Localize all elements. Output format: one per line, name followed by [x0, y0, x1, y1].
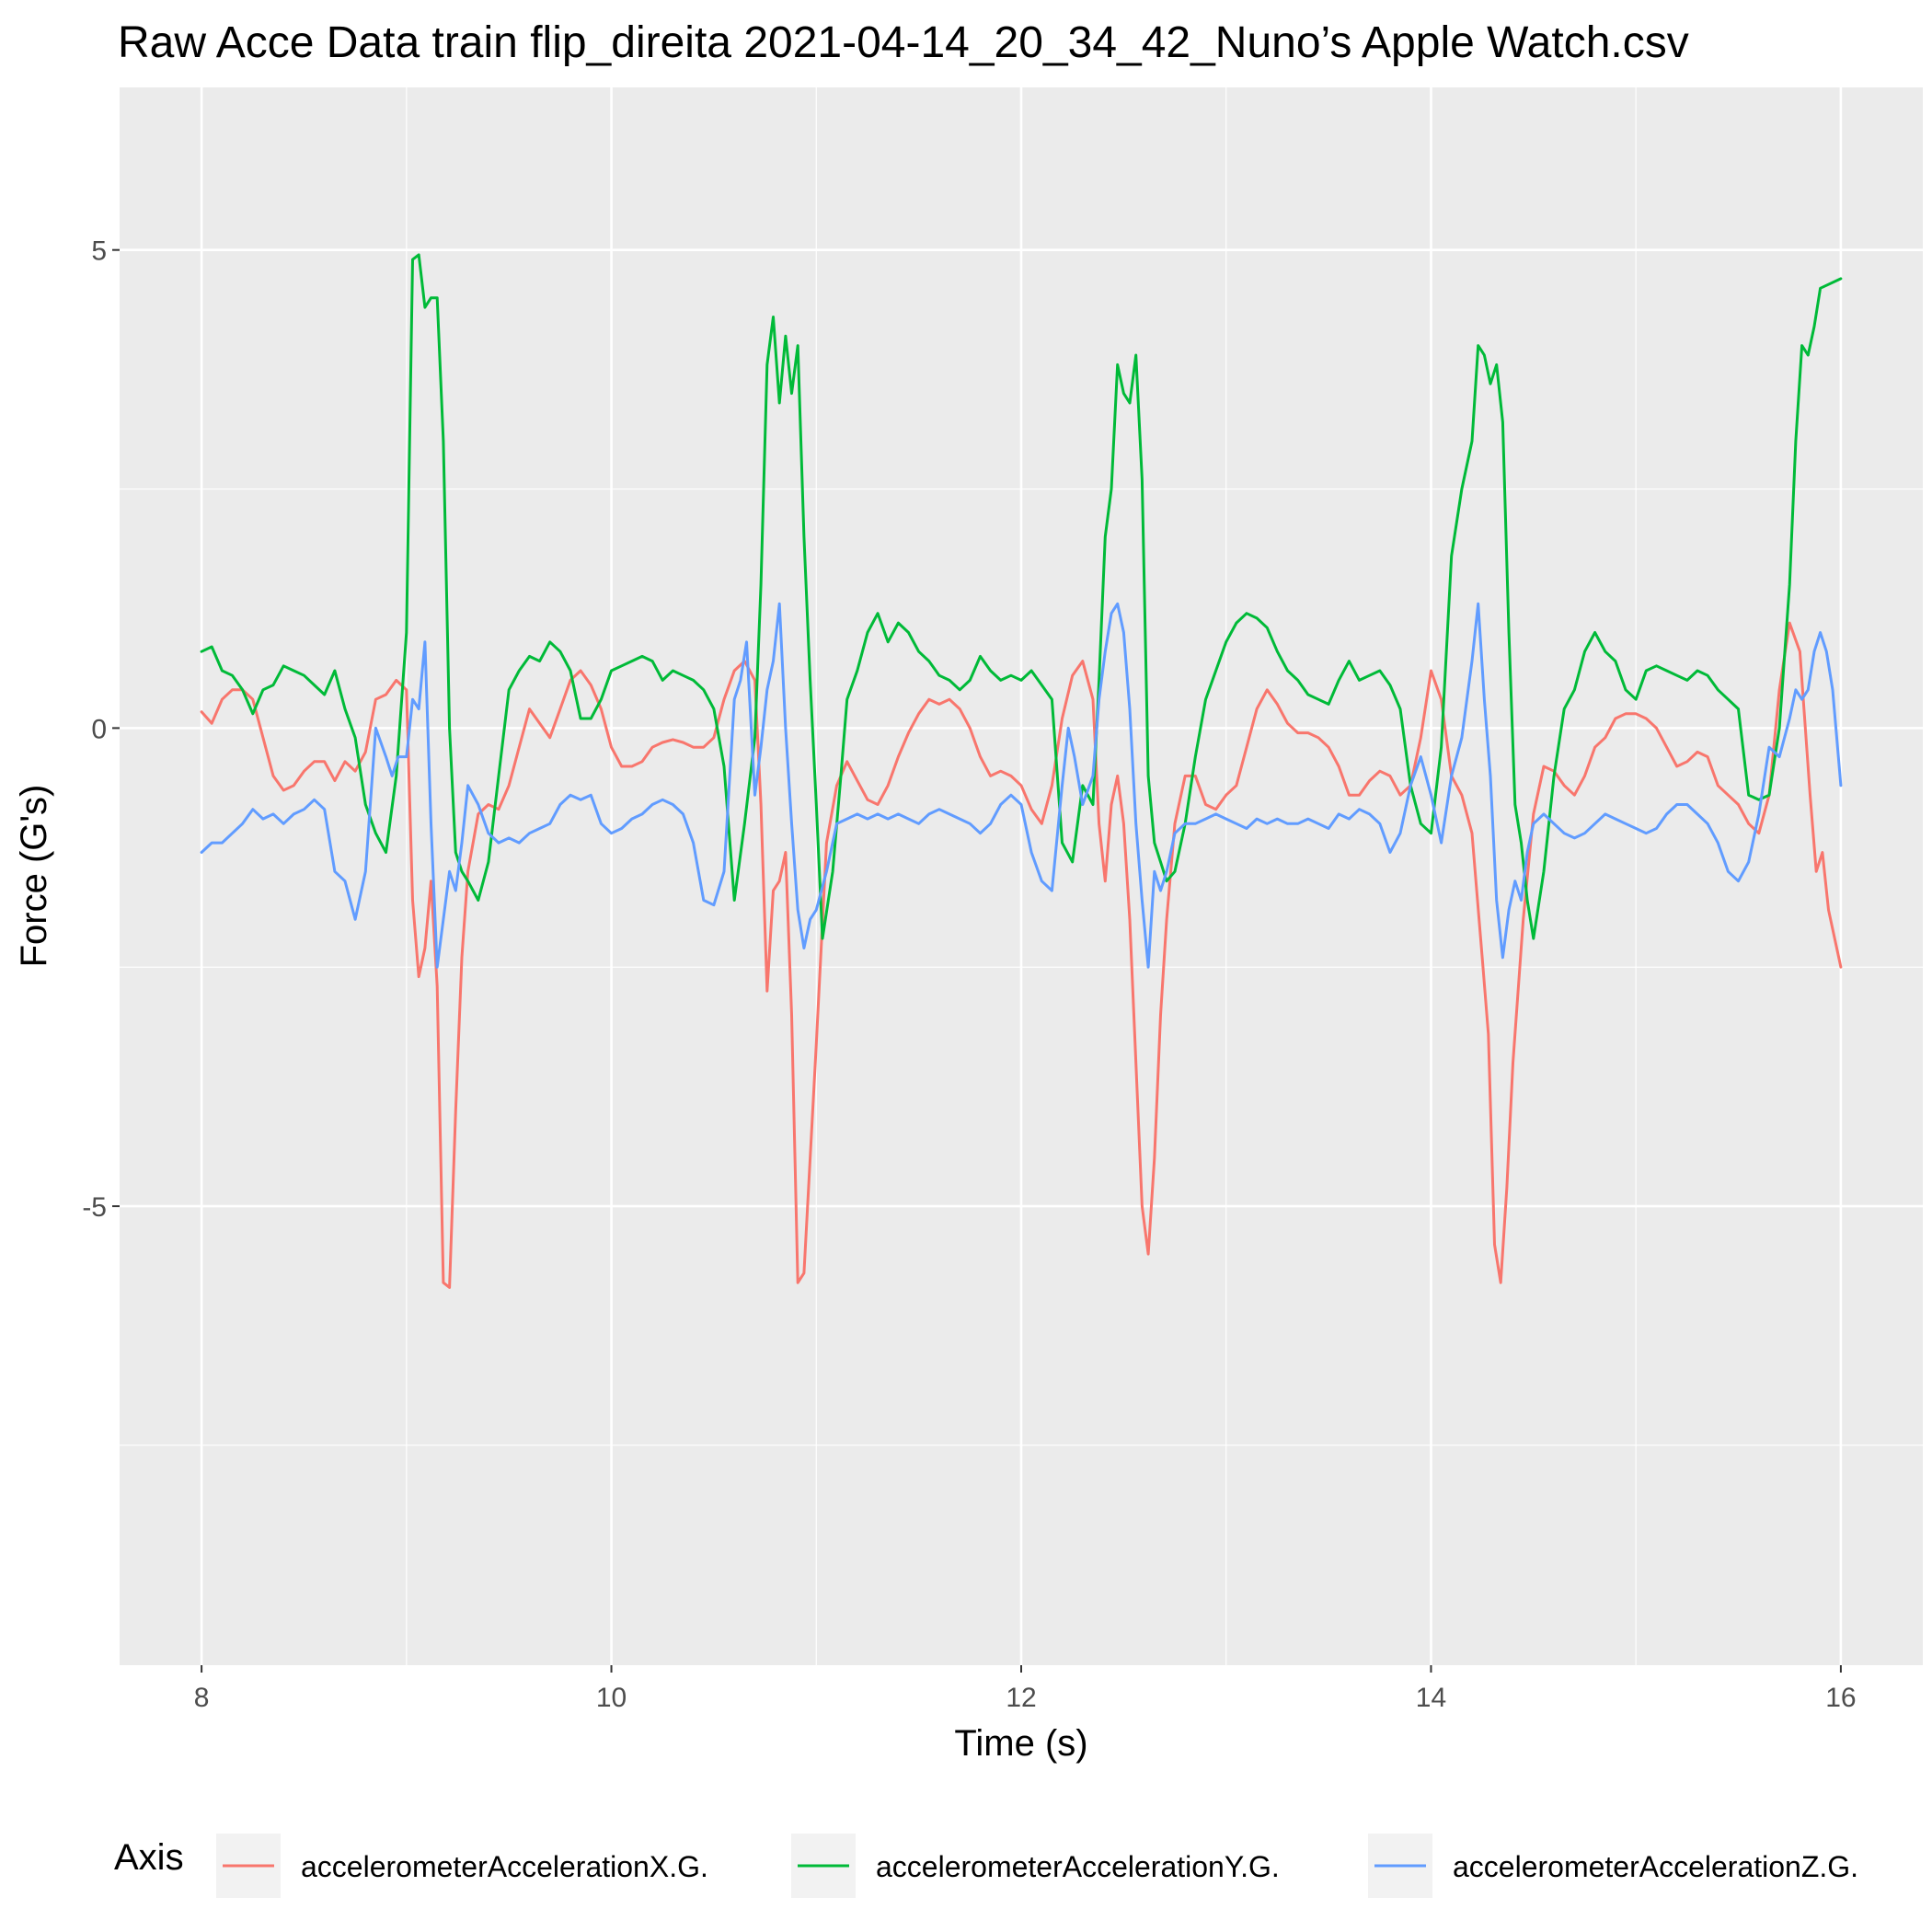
legend: Axis accelerometerAccelerationX.G. accele… — [114, 1834, 1858, 1898]
y-tick-label: -5 — [82, 1192, 107, 1223]
x-tick-label: 12 — [1006, 1683, 1036, 1713]
series-line-accelerometeraccelerationzg — [200, 602, 1843, 969]
legend-label: accelerometerAccelerationY.G. — [876, 1850, 1280, 1883]
x-tick-label: 10 — [596, 1683, 627, 1713]
x-axis: 8 10 12 14 16 — [194, 1665, 1857, 1713]
series-lines — [200, 253, 1843, 1289]
y-axis-title: Force (G's) — [14, 785, 54, 968]
legend-label: accelerometerAccelerationX.G. — [301, 1850, 708, 1883]
y-axis: -5 0 5 — [82, 236, 120, 1223]
legend-title: Axis — [114, 1837, 184, 1878]
legend-items: accelerometerAccelerationX.G. acceleromet… — [216, 1834, 1858, 1898]
legend-label: accelerometerAccelerationZ.G. — [1453, 1850, 1858, 1883]
x-tick-label: 8 — [194, 1683, 210, 1713]
x-axis-title: Time (s) — [954, 1723, 1087, 1764]
series-line-accelerometeraccelerationxg — [200, 621, 1843, 1289]
y-tick-label: 5 — [91, 236, 107, 267]
y-tick-label: 0 — [91, 714, 107, 744]
x-tick-label: 14 — [1416, 1683, 1446, 1713]
gridlines — [120, 87, 1923, 1665]
x-tick-label: 16 — [1825, 1683, 1856, 1713]
series-line-accelerometeraccelerationyg — [200, 253, 1843, 940]
chart-title: Raw Acce Data train flip_direita 2021-04… — [118, 18, 1689, 67]
